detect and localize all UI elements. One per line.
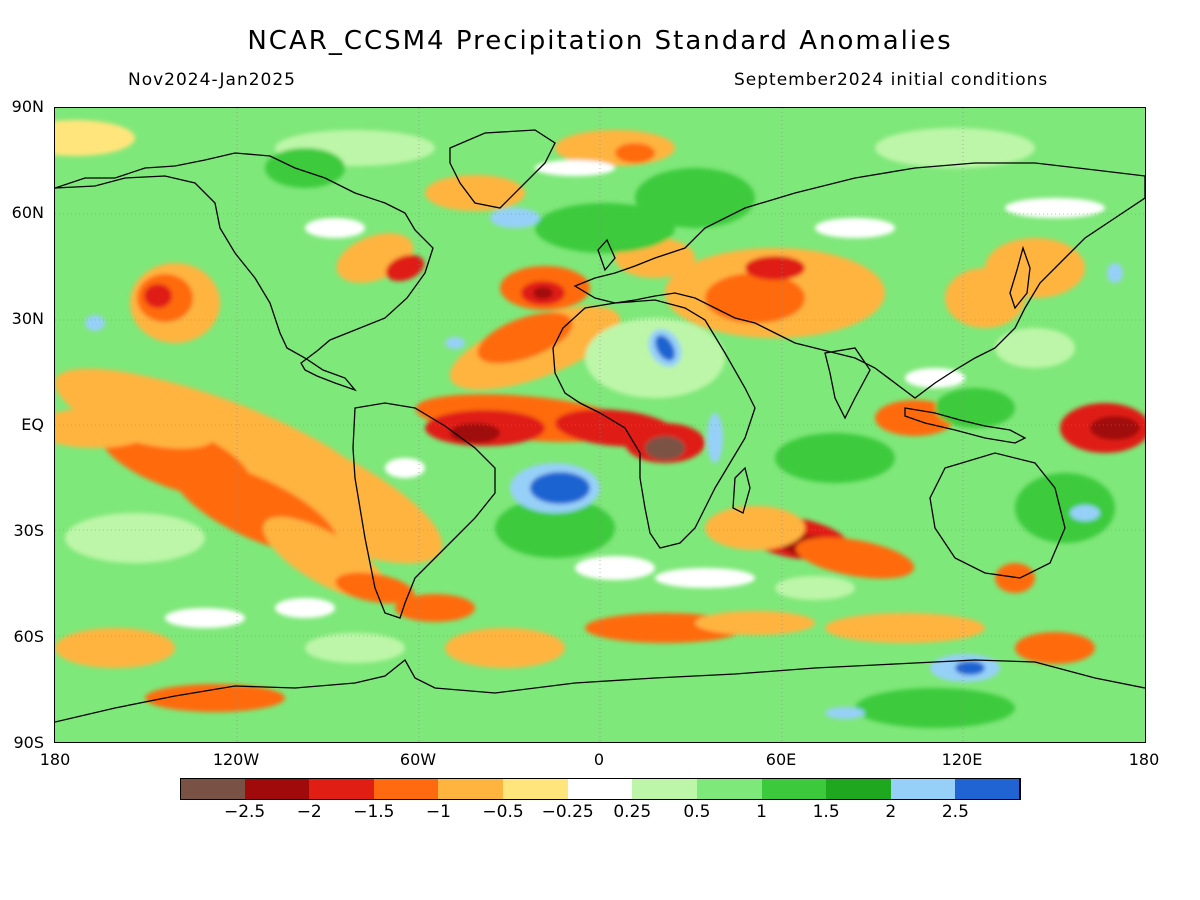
- anomaly-patch: [395, 594, 475, 622]
- anomaly-patch: [167, 412, 443, 564]
- anomaly-patch: [530, 472, 590, 504]
- anomaly-patch: [695, 611, 815, 635]
- colorbar-tick-label: −1.5: [353, 802, 395, 822]
- anomaly-patch: [705, 273, 805, 323]
- anomaly-patch: [745, 256, 805, 280]
- anomaly-patch: [55, 628, 175, 668]
- lat-label-eq: EQ: [21, 415, 44, 434]
- colorbar-swatch: [955, 778, 1021, 800]
- anomaly-patch: [575, 556, 655, 580]
- anomaly-patch: [55, 408, 155, 448]
- lat-label-90n: 90N: [11, 97, 44, 116]
- anomaly-patch: [85, 315, 105, 331]
- anomaly-patch: [445, 337, 465, 349]
- anomaly-patch: [1107, 263, 1123, 283]
- lon-label-180w: 180: [39, 750, 71, 769]
- anomaly-patch: [655, 568, 755, 588]
- lat-label-60n: 60N: [11, 203, 44, 222]
- anomaly-patch: [445, 628, 565, 668]
- forecast-period: Nov2024-Jan2025: [128, 70, 296, 90]
- lon-label-180e: 180: [1128, 750, 1160, 769]
- anomaly-patch: [165, 608, 245, 628]
- anomaly-patch: [425, 175, 525, 211]
- colorbar-frame: [180, 778, 1020, 800]
- anomaly-patch: [995, 328, 1075, 368]
- lat-label-90s: 90S: [13, 733, 44, 752]
- anomaly-patch: [495, 498, 615, 558]
- anomaly-patch: [775, 433, 895, 483]
- anomaly-patch: [705, 506, 805, 550]
- anomaly-patch: [65, 513, 205, 563]
- colorbar-tick-label: 0.25: [613, 802, 652, 822]
- lon-label-0: 0: [593, 750, 605, 769]
- lon-label-60e: 60E: [765, 750, 797, 769]
- anomaly-patch: [655, 335, 675, 361]
- colorbar-tick-label: −0.5: [482, 802, 524, 822]
- colorbar-tick-label: −2: [296, 802, 322, 822]
- anomaly-patch: [275, 598, 335, 618]
- map-title: NCAR_CCSM4 Precipitation Standard Anomal…: [247, 26, 953, 56]
- anomaly-patch: [707, 413, 723, 463]
- anomaly-patch: [535, 203, 675, 253]
- anomaly-patch: [385, 254, 425, 282]
- anomaly-patch: [1090, 416, 1140, 440]
- anomaly-patch: [144, 284, 172, 308]
- anomaly-field: [55, 108, 1145, 742]
- anomaly-patch: [795, 537, 915, 579]
- anomaly-patch: [875, 400, 955, 436]
- anomaly-patch: [1015, 473, 1115, 543]
- anomaly-patch: [825, 613, 985, 643]
- anomaly-patch: [995, 563, 1035, 593]
- anomaly-map: [54, 107, 1146, 743]
- anomaly-patch: [615, 143, 655, 163]
- anomaly-patch: [825, 707, 865, 719]
- anomaly-patch: [905, 368, 965, 388]
- anomaly-patch: [55, 120, 135, 156]
- anomaly-patch: [875, 128, 1035, 168]
- lon-label-60w: 60W: [399, 750, 437, 769]
- anomaly-patch: [815, 218, 895, 238]
- lon-label-120w: 120W: [212, 750, 260, 769]
- anomaly-patch: [1015, 632, 1095, 664]
- anomaly-patch: [385, 458, 425, 478]
- colorbar-tick-label: 0.5: [683, 802, 711, 822]
- lat-label-30s: 30S: [13, 521, 44, 540]
- colorbar-tick-label: 2.5: [941, 802, 969, 822]
- lat-label-30n: 30N: [11, 309, 44, 328]
- anomaly-patch: [145, 684, 285, 712]
- anomaly-patch: [775, 576, 855, 600]
- anomaly-patch: [645, 436, 685, 460]
- colorbar-tick-label: 1.5: [812, 802, 840, 822]
- anomaly-patch: [305, 633, 405, 663]
- anomaly-patch: [635, 168, 755, 228]
- colorbar-tick-label: −2.5: [223, 802, 266, 822]
- initial-conditions: September2024 initial conditions: [734, 70, 1049, 90]
- anomaly-patch: [955, 661, 985, 675]
- colorbar-tick-label: 1: [756, 802, 767, 822]
- lon-label-120e: 120E: [941, 750, 983, 769]
- anomaly-patch: [450, 423, 500, 443]
- anomaly-patch: [985, 238, 1085, 298]
- coastlines: [55, 129, 1145, 723]
- anomaly-patch: [305, 218, 365, 238]
- anomaly-patch: [535, 160, 615, 176]
- anomaly-patch: [490, 208, 540, 228]
- lat-label-60s: 60S: [13, 627, 44, 646]
- colorbar-tick-label: −1: [425, 802, 451, 822]
- graticule: [55, 108, 1145, 742]
- anomaly-patch: [935, 388, 1015, 428]
- colorbar-tick-label: −0.25: [541, 802, 594, 822]
- anomaly-patch: [533, 287, 553, 299]
- colorbar-tick-label: 2: [885, 802, 897, 822]
- anomaly-patch: [477, 312, 573, 364]
- anomaly-patch: [1005, 198, 1105, 218]
- anomaly-patch: [855, 688, 1015, 728]
- anomaly-patch: [1070, 505, 1100, 521]
